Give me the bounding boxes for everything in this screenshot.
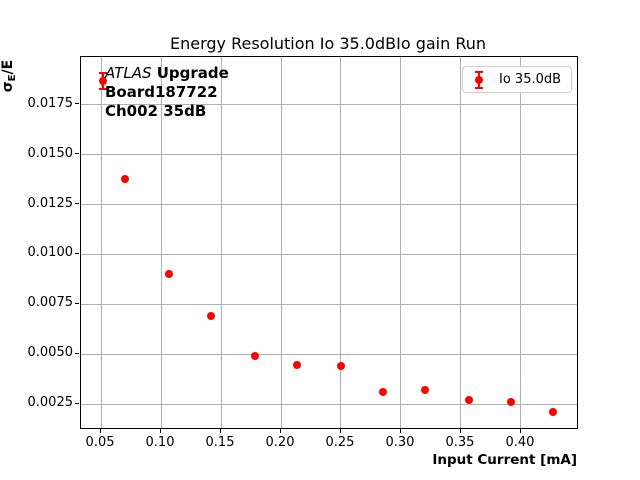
data-point <box>378 388 387 397</box>
x-tick-label: 0.20 <box>265 435 295 450</box>
data-point <box>549 408 558 417</box>
error-bar-cap <box>99 71 108 74</box>
data-points-layer <box>81 57 577 428</box>
x-gridline <box>340 57 342 428</box>
y-tick-mark <box>75 252 79 254</box>
annotation-line-3: Ch002 35dB <box>105 102 207 120</box>
error-bar-cap <box>99 87 108 90</box>
x-tick-label: 0.40 <box>505 435 535 450</box>
y-axis-label: σE/E <box>0 60 18 92</box>
y-gridline <box>81 253 577 255</box>
x-tick-label: 0.30 <box>385 435 415 450</box>
x-gridline <box>160 57 162 428</box>
y-tick-label: 0.0125 <box>27 195 74 211</box>
y-tick-label: 0.0025 <box>27 395 74 411</box>
y-axis-label-subscript: E <box>7 74 18 82</box>
x-tick-mark <box>519 429 521 433</box>
plot-area <box>80 56 578 429</box>
legend-errorbar-cap <box>475 70 483 73</box>
legend: Io 35.0dB <box>462 66 572 93</box>
annotation-line-2: Board187722 <box>105 83 218 101</box>
y-tick-label: 0.0175 <box>27 95 74 111</box>
y-tick-mark <box>75 153 79 155</box>
x-tick-mark <box>459 429 461 433</box>
data-point <box>207 312 216 321</box>
y-gridline <box>81 154 577 156</box>
x-tick-mark <box>100 429 102 433</box>
legend-dot <box>475 75 483 84</box>
y-tick-label: 0.0150 <box>27 145 74 161</box>
legend-errorbar-cap <box>475 86 483 89</box>
x-gridline <box>220 57 222 428</box>
y-axis-label-rest: /E <box>0 59 16 75</box>
x-gridline <box>280 57 282 428</box>
y-gridline <box>81 204 577 206</box>
x-tick-label: 0.15 <box>205 435 235 450</box>
x-tick-mark <box>280 429 281 433</box>
y-tick-label: 0.0050 <box>27 345 74 361</box>
annotation-upgrade: Upgrade <box>151 64 229 82</box>
data-point <box>465 396 474 405</box>
atlas-annotation: ATLAS Upgrade Board187722 Ch002 35dB <box>105 64 229 121</box>
y-tick-mark <box>75 402 79 404</box>
y-axis-label-sigma: σ <box>0 81 16 93</box>
data-point <box>420 386 429 395</box>
data-point <box>507 398 516 407</box>
data-point <box>292 361 301 370</box>
x-tick-mark <box>339 429 341 433</box>
x-tick-label: 0.10 <box>145 435 175 450</box>
x-tick-label: 0.25 <box>325 435 355 450</box>
annotation-line-1: ATLAS Upgrade <box>105 64 229 83</box>
grid-layer <box>81 57 577 428</box>
x-tick-label: 0.05 <box>85 435 115 450</box>
data-point <box>99 76 108 85</box>
x-gridline <box>520 57 522 428</box>
data-point <box>165 270 174 279</box>
data-point <box>250 352 259 361</box>
y-tick-label: 0.0075 <box>27 295 74 311</box>
y-tick-label: 0.0100 <box>27 245 74 261</box>
y-gridline <box>81 403 577 405</box>
data-point <box>336 362 345 371</box>
y-tick-mark <box>75 352 79 354</box>
annotation-atlas-italic: ATLAS <box>105 64 152 82</box>
y-tick-mark <box>75 103 79 105</box>
x-tick-mark <box>399 429 401 433</box>
x-gridline <box>460 57 462 428</box>
chart-title: Energy Resolution Io 35.0dBIo gain Run <box>169 34 487 53</box>
x-tick-mark <box>220 429 222 433</box>
y-tick-mark <box>75 203 79 205</box>
x-tick-mark <box>160 429 162 433</box>
y-tick-mark <box>75 302 79 304</box>
y-gridline <box>81 353 577 355</box>
legend-label: Io 35.0dB <box>499 72 562 87</box>
x-axis-label: Input Current [mA] <box>432 452 577 468</box>
x-tick-label: 0.35 <box>445 435 475 450</box>
y-gridline <box>81 104 577 106</box>
x-gridline <box>100 57 102 428</box>
legend-errorbar-marker-icon <box>472 70 486 90</box>
data-point <box>121 174 130 183</box>
y-gridline <box>81 303 577 305</box>
x-gridline <box>400 57 402 428</box>
